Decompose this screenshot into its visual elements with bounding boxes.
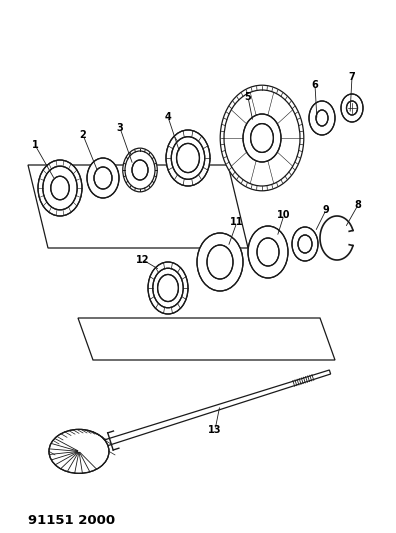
Ellipse shape [251, 124, 273, 152]
Polygon shape [28, 165, 248, 248]
Text: 3: 3 [117, 123, 124, 133]
Ellipse shape [148, 262, 188, 314]
Ellipse shape [207, 245, 233, 279]
Ellipse shape [132, 160, 148, 180]
Ellipse shape [49, 430, 109, 473]
Ellipse shape [43, 166, 77, 210]
Ellipse shape [298, 235, 312, 253]
Ellipse shape [87, 158, 119, 198]
Ellipse shape [243, 114, 281, 162]
Ellipse shape [220, 85, 304, 191]
Text: 9: 9 [323, 205, 329, 215]
Ellipse shape [123, 148, 157, 192]
Text: 8: 8 [354, 200, 362, 210]
Text: 91151 2000: 91151 2000 [28, 514, 115, 527]
Polygon shape [57, 370, 331, 462]
Ellipse shape [38, 160, 82, 216]
Ellipse shape [158, 274, 179, 302]
Ellipse shape [94, 167, 112, 189]
Text: 4: 4 [165, 112, 171, 122]
Text: 6: 6 [312, 80, 318, 90]
Ellipse shape [177, 143, 200, 173]
Polygon shape [78, 318, 335, 360]
Text: 11: 11 [230, 217, 244, 227]
Text: 1: 1 [32, 140, 38, 150]
Ellipse shape [153, 268, 183, 308]
Ellipse shape [166, 130, 210, 186]
Ellipse shape [248, 226, 288, 278]
Ellipse shape [257, 238, 279, 266]
Ellipse shape [292, 227, 318, 261]
Ellipse shape [51, 176, 69, 200]
Text: 5: 5 [245, 92, 251, 102]
Ellipse shape [171, 137, 205, 179]
Ellipse shape [341, 94, 363, 122]
Ellipse shape [316, 110, 328, 126]
Ellipse shape [197, 233, 243, 291]
Text: 2: 2 [80, 130, 86, 140]
Text: 13: 13 [208, 425, 222, 435]
Ellipse shape [346, 101, 358, 115]
Text: 7: 7 [348, 72, 355, 82]
Text: 10: 10 [277, 210, 291, 220]
Text: 12: 12 [136, 255, 150, 265]
Ellipse shape [309, 101, 335, 135]
